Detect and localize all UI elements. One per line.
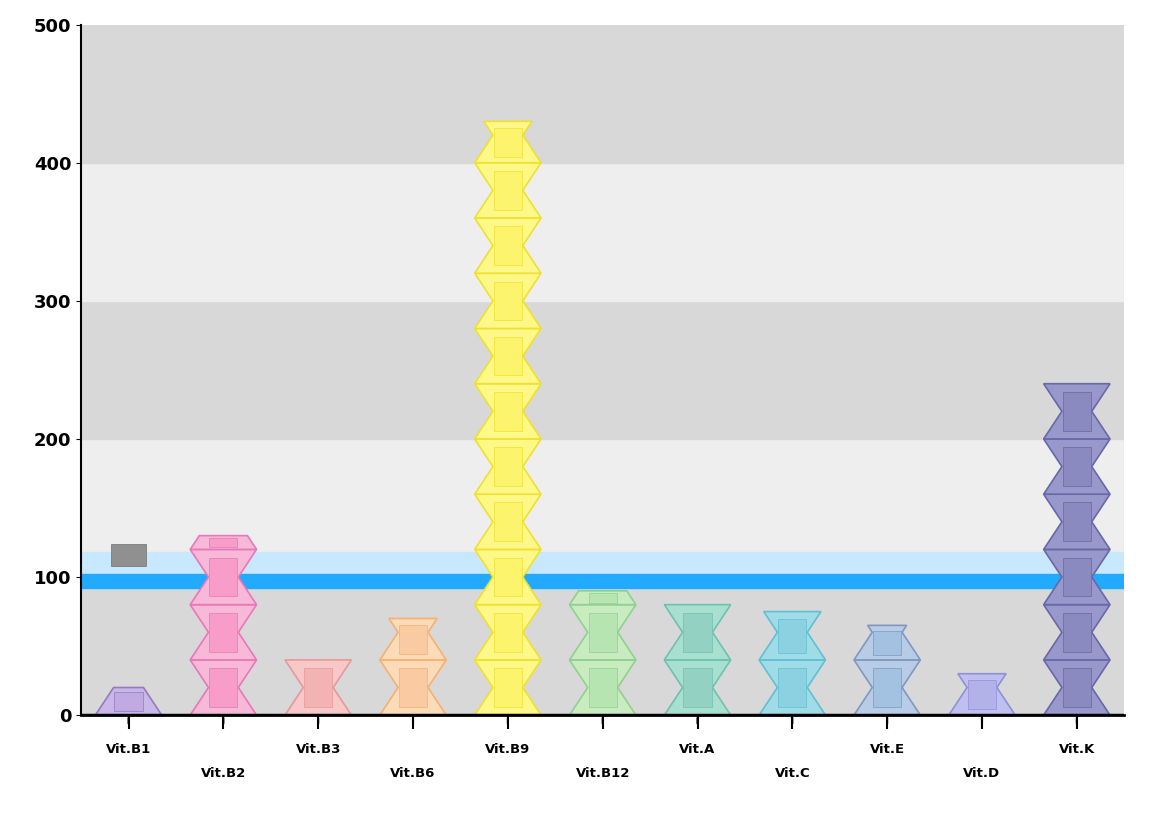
Polygon shape — [380, 660, 446, 715]
FancyBboxPatch shape — [494, 127, 522, 156]
Polygon shape — [475, 605, 541, 660]
Bar — [81, 577, 1124, 715]
Text: Vit.C: Vit.C — [774, 767, 810, 780]
FancyBboxPatch shape — [494, 613, 522, 652]
FancyBboxPatch shape — [494, 226, 522, 265]
Polygon shape — [1043, 549, 1110, 605]
FancyBboxPatch shape — [1063, 392, 1091, 431]
FancyBboxPatch shape — [210, 613, 238, 652]
Polygon shape — [1043, 384, 1110, 439]
Polygon shape — [1043, 494, 1110, 549]
FancyBboxPatch shape — [115, 691, 143, 711]
FancyBboxPatch shape — [873, 668, 902, 707]
FancyBboxPatch shape — [778, 619, 807, 653]
Text: Vit.B6: Vit.B6 — [391, 767, 436, 780]
FancyBboxPatch shape — [778, 668, 807, 707]
FancyBboxPatch shape — [111, 544, 146, 566]
Text: Vit.D: Vit.D — [963, 767, 1000, 780]
FancyBboxPatch shape — [494, 502, 522, 541]
FancyBboxPatch shape — [210, 557, 238, 597]
Polygon shape — [190, 605, 256, 660]
Text: Vit.B2: Vit.B2 — [201, 767, 246, 780]
Polygon shape — [475, 660, 541, 715]
FancyBboxPatch shape — [873, 630, 902, 654]
FancyBboxPatch shape — [1063, 502, 1091, 541]
Polygon shape — [285, 660, 351, 715]
Polygon shape — [569, 660, 636, 715]
Text: Vit.B12: Vit.B12 — [576, 767, 629, 780]
Bar — [81, 301, 1124, 439]
Text: Vit.A: Vit.A — [679, 743, 715, 755]
FancyBboxPatch shape — [589, 593, 617, 603]
FancyBboxPatch shape — [1063, 613, 1091, 652]
Polygon shape — [190, 549, 256, 605]
Polygon shape — [190, 660, 256, 715]
Text: Vit.B3: Vit.B3 — [296, 743, 341, 755]
FancyBboxPatch shape — [1063, 447, 1091, 486]
Polygon shape — [190, 536, 256, 549]
Polygon shape — [95, 687, 162, 715]
FancyBboxPatch shape — [494, 392, 522, 431]
FancyBboxPatch shape — [684, 668, 712, 707]
FancyBboxPatch shape — [399, 668, 428, 707]
Bar — [81, 163, 1124, 301]
FancyBboxPatch shape — [589, 668, 617, 707]
FancyBboxPatch shape — [210, 538, 238, 547]
FancyBboxPatch shape — [210, 668, 238, 707]
Polygon shape — [759, 612, 825, 660]
Polygon shape — [1043, 605, 1110, 660]
FancyBboxPatch shape — [494, 557, 522, 597]
Bar — [81, 25, 1124, 163]
FancyBboxPatch shape — [684, 613, 712, 652]
Polygon shape — [949, 674, 1015, 715]
Polygon shape — [475, 163, 541, 218]
FancyBboxPatch shape — [494, 171, 522, 210]
FancyBboxPatch shape — [494, 281, 522, 321]
Text: Vit.E: Vit.E — [869, 743, 905, 755]
Polygon shape — [1043, 439, 1110, 494]
Polygon shape — [475, 329, 541, 384]
FancyBboxPatch shape — [1063, 668, 1091, 707]
Polygon shape — [664, 660, 730, 715]
Bar — [81, 552, 1124, 577]
Text: Vit.B9: Vit.B9 — [486, 743, 531, 755]
Polygon shape — [475, 273, 541, 329]
Polygon shape — [569, 591, 636, 605]
Text: Vit.K: Vit.K — [1058, 743, 1095, 755]
Text: Vit.B1: Vit.B1 — [105, 743, 151, 755]
Polygon shape — [475, 122, 541, 163]
Polygon shape — [759, 660, 825, 715]
Polygon shape — [475, 549, 541, 605]
Polygon shape — [475, 439, 541, 494]
Polygon shape — [380, 618, 446, 660]
FancyBboxPatch shape — [494, 447, 522, 486]
Polygon shape — [1043, 660, 1110, 715]
FancyBboxPatch shape — [494, 337, 522, 376]
Polygon shape — [854, 660, 920, 715]
Polygon shape — [569, 605, 636, 660]
FancyBboxPatch shape — [494, 668, 522, 707]
Polygon shape — [475, 218, 541, 273]
Polygon shape — [475, 494, 541, 549]
FancyBboxPatch shape — [1063, 557, 1091, 597]
Bar — [81, 439, 1124, 577]
FancyBboxPatch shape — [968, 680, 996, 709]
FancyBboxPatch shape — [399, 625, 428, 653]
Polygon shape — [664, 605, 730, 660]
FancyBboxPatch shape — [589, 613, 617, 652]
Polygon shape — [475, 384, 541, 439]
Bar — [81, 575, 1124, 588]
FancyBboxPatch shape — [304, 668, 333, 707]
Polygon shape — [854, 626, 920, 660]
